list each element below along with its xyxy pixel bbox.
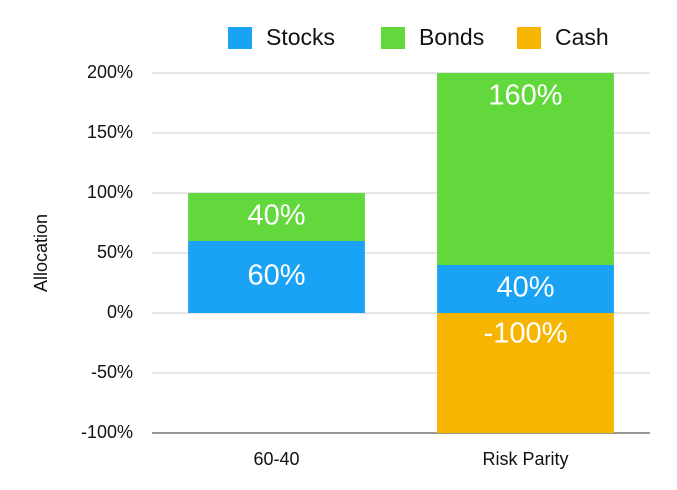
y-tick-label: -100% [81, 422, 133, 442]
legend-swatch [228, 27, 252, 49]
y-tick-label: 0% [107, 302, 133, 322]
bar-segment [437, 265, 614, 313]
bar-segment [437, 313, 614, 433]
y-tick-label: 150% [87, 122, 133, 142]
legend-swatch [381, 27, 405, 49]
bar-segment [437, 73, 614, 265]
legend-label: Bonds [419, 24, 484, 50]
data-label: 40% [496, 272, 554, 304]
data-label: -100% [484, 318, 568, 350]
bar-segment [188, 193, 365, 241]
legend-label: Stocks [266, 24, 335, 50]
y-axis-label: Allocation [31, 214, 51, 292]
y-tick-label: 50% [97, 242, 133, 262]
y-tick-label: -50% [91, 362, 133, 382]
data-label: 160% [488, 80, 562, 112]
legend-swatch [517, 27, 541, 49]
bar-segment [188, 241, 365, 313]
data-label: 60% [247, 260, 305, 292]
y-tick-label: 100% [87, 182, 133, 202]
legend-label: Cash [555, 24, 609, 50]
y-tick-label: 200% [87, 62, 133, 82]
x-tick-label: Risk Parity [482, 449, 568, 469]
data-label: 40% [247, 200, 305, 232]
x-tick-label: 60-40 [253, 449, 299, 469]
